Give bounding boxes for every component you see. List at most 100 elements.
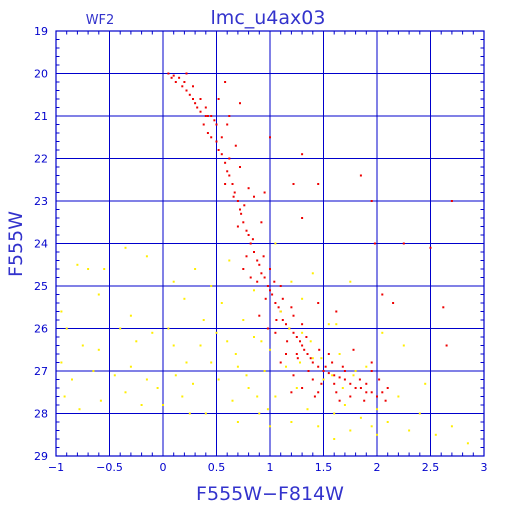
data-point-red: [240, 212, 243, 215]
data-point-red: [226, 170, 229, 173]
x-tick-label: 2.5: [422, 461, 440, 474]
data-point-yellow: [349, 429, 352, 432]
data-point-yellow: [376, 433, 378, 436]
data-point-red: [243, 204, 246, 207]
data-point-red: [242, 268, 245, 270]
data-point-red: [181, 85, 184, 88]
data-point-yellow: [103, 268, 106, 270]
data-point-red: [231, 183, 234, 185]
data-point-red: [215, 123, 218, 126]
data-point-red: [333, 374, 336, 377]
data-point-yellow: [266, 408, 269, 411]
data-point-red: [290, 306, 293, 309]
data-point-red: [301, 387, 304, 389]
data-point-red: [299, 340, 301, 343]
data-point-red: [226, 123, 229, 126]
data-point-yellow: [78, 408, 81, 411]
data-point-yellow: [63, 395, 66, 398]
data-point-yellow: [231, 399, 234, 402]
data-point-yellow: [269, 348, 271, 351]
data-point-red: [266, 285, 269, 287]
data-point-red: [242, 221, 245, 224]
data-point-yellow: [370, 425, 373, 428]
data-point-yellow: [210, 361, 213, 364]
data-point-red: [381, 293, 384, 296]
data-point-red: [185, 89, 188, 92]
data-point-red: [174, 81, 177, 83]
x-tick-label: 3: [481, 461, 488, 474]
data-point-red: [317, 391, 320, 394]
data-point-yellow: [274, 395, 277, 398]
data-point-red: [306, 353, 309, 355]
data-point-red: [331, 361, 334, 364]
data-point-yellow: [341, 387, 344, 389]
data-point-red: [277, 306, 280, 309]
data-point-red: [338, 399, 341, 402]
data-point-yellow: [365, 365, 368, 368]
data-point-red: [381, 391, 384, 394]
data-point-red: [338, 376, 341, 379]
data-point-yellow: [124, 246, 127, 249]
data-point-red: [263, 276, 266, 279]
x-tick-label: −0.5: [96, 461, 123, 474]
data-point-red: [253, 195, 255, 198]
data-point-yellow: [381, 331, 384, 334]
data-point-red: [224, 183, 227, 185]
data-point-yellow: [247, 387, 250, 389]
y-tick-label: 23: [34, 195, 48, 208]
data-point-yellow: [333, 438, 336, 440]
data-point-red: [245, 229, 248, 232]
data-point-yellow: [204, 412, 207, 415]
data-point-yellow: [322, 378, 325, 381]
data-point-red: [210, 115, 213, 117]
data-point-red: [320, 382, 323, 385]
x-tick-label: 1: [267, 461, 274, 474]
data-point-red: [204, 115, 207, 117]
data-point-red: [292, 183, 295, 185]
data-point-red: [273, 280, 276, 283]
data-point-red: [217, 149, 220, 151]
data-point-yellow: [119, 327, 122, 330]
x-tick-label: 0.5: [208, 461, 226, 474]
data-point-red: [224, 161, 227, 164]
y-tick-label: 25: [34, 280, 48, 293]
data-point-red: [239, 166, 241, 168]
data-point-red: [359, 387, 362, 389]
data-point-yellow: [185, 361, 188, 364]
data-point-red: [281, 319, 284, 321]
data-point-yellow: [295, 387, 298, 389]
data-point-yellow: [242, 319, 245, 321]
data-point-red: [290, 391, 293, 394]
data-point-red: [311, 361, 314, 364]
data-point-red: [349, 382, 352, 385]
data-point-red: [188, 93, 191, 96]
y-tick-label: 19: [34, 25, 48, 38]
data-point-red: [172, 74, 175, 77]
data-point-red: [285, 323, 287, 326]
data-point-red: [210, 136, 213, 139]
data-point-yellow: [172, 280, 175, 283]
data-point-yellow: [210, 285, 213, 287]
data-point-yellow: [424, 382, 427, 385]
data-point-yellow: [192, 382, 194, 385]
data-point-yellow: [129, 365, 132, 368]
axes: −1 −0.5 0 0.5 1 1.5 2 2.5 3 19 20 21 22 23 24 25 26 27 28 2…: [34, 25, 488, 474]
data-point-red: [206, 115, 209, 117]
data-point-red: [317, 365, 320, 368]
data-point-yellow: [220, 302, 223, 304]
data-point-red: [183, 81, 186, 83]
data-point-yellow: [199, 344, 202, 347]
data-point-red: [256, 259, 259, 262]
y-tick-label: 22: [34, 153, 48, 166]
data-point-red: [354, 387, 357, 389]
data-point-red: [307, 370, 310, 372]
data-point-yellow: [129, 314, 132, 317]
data-point-yellow: [327, 323, 330, 326]
data-point-yellow: [228, 259, 231, 262]
data-point-yellow: [408, 429, 411, 432]
data-point-yellow: [71, 378, 73, 381]
data-point-red: [269, 289, 271, 292]
data-point-red: [305, 336, 308, 338]
